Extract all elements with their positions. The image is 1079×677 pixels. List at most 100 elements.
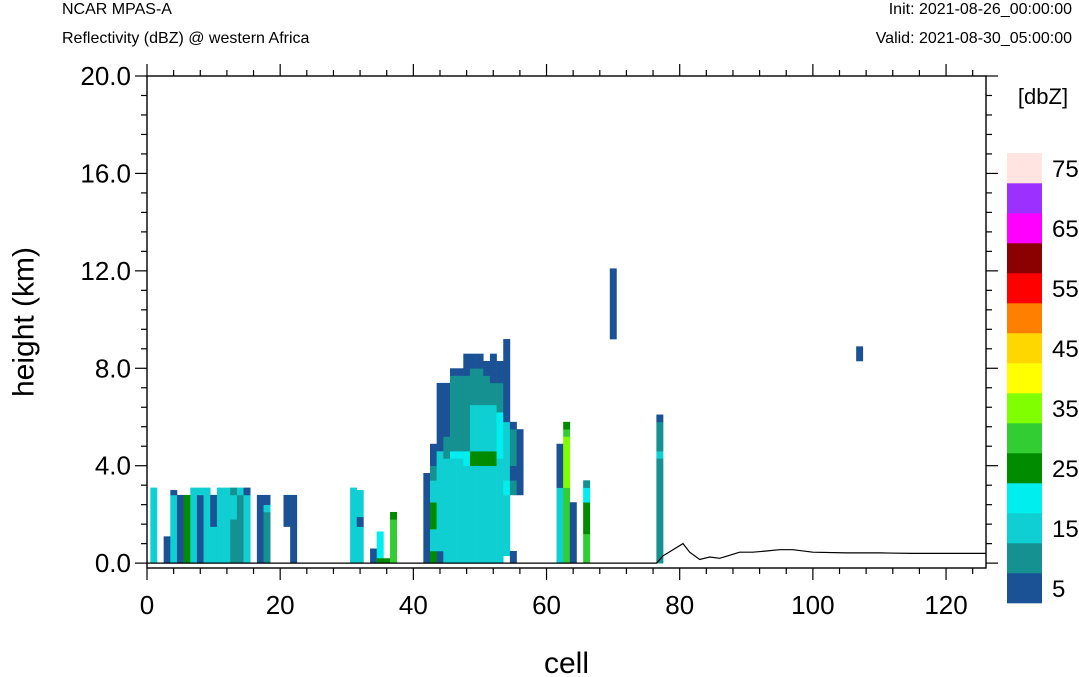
- reflectivity-cell: [436, 451, 444, 552]
- reflectivity-cell: [243, 487, 251, 496]
- reflectivity-cells: [150, 268, 864, 564]
- reflectivity-cell: [210, 494, 218, 527]
- reflectivity-cell: [176, 494, 184, 564]
- x-tick-label: 0: [140, 590, 154, 620]
- reflectivity-cell: [503, 421, 511, 481]
- reflectivity-cell: [516, 429, 524, 474]
- colorbar-swatch: [1007, 183, 1042, 214]
- reflectivity-cell: [436, 404, 444, 452]
- reflectivity-cell: [516, 473, 524, 496]
- colorbar-label: 65: [1052, 216, 1079, 243]
- reflectivity-cell: [390, 519, 397, 564]
- y-tick-label: 12.0: [80, 256, 131, 286]
- reflectivity-cell: [436, 550, 444, 564]
- axis-ticks: [135, 64, 998, 580]
- reflectivity-cell: [483, 375, 491, 406]
- reflectivity-cell: [556, 443, 564, 459]
- reflectivity-cell: [449, 458, 457, 564]
- reflectivity-cell: [263, 511, 271, 564]
- colorbar-label: 75: [1052, 156, 1079, 183]
- model-title: NCAR MPAS-A: [62, 1, 172, 18]
- reflectivity-cell: [509, 550, 517, 564]
- reflectivity-cell: [463, 375, 471, 452]
- reflectivity-cell: [150, 487, 158, 564]
- reflectivity-cell: [489, 404, 497, 452]
- reflectivity-cell: [656, 451, 664, 459]
- reflectivity-cell: [496, 360, 504, 384]
- terrain-line: [147, 542, 986, 564]
- reflectivity-cell: [556, 458, 564, 488]
- reflectivity-cell: [256, 494, 264, 564]
- reflectivity-cell: [436, 382, 444, 406]
- x-tick-label: 80: [665, 590, 694, 620]
- colorbar: [1007, 153, 1042, 604]
- reflectivity-cell: [449, 451, 457, 459]
- reflectivity-cell: [430, 443, 437, 466]
- reflectivity-cell: [230, 487, 238, 496]
- x-tick-label: 60: [532, 590, 561, 620]
- reflectivity-cell: [563, 429, 571, 437]
- colorbar-swatch: [1007, 513, 1042, 544]
- reflectivity-cell: [196, 487, 204, 496]
- colorbar-swatch: [1007, 393, 1042, 424]
- reflectivity-cell: [463, 451, 471, 466]
- reflectivity-cell: [350, 487, 358, 564]
- reflectivity-cell: [489, 465, 497, 564]
- colorbar-swatch: [1007, 303, 1042, 334]
- reflectivity-cell: [456, 368, 464, 376]
- y-tick-label: 0.0: [95, 548, 131, 578]
- reflectivity-cell: [476, 353, 484, 369]
- reflectivity-cell: [356, 490, 364, 518]
- colorbar-swatch: [1007, 273, 1042, 304]
- reflectivity-cell: [496, 458, 504, 564]
- reflectivity-cell: [170, 490, 178, 496]
- reflectivity-cell: [230, 494, 238, 520]
- y-tick-label: 16.0: [80, 158, 131, 188]
- colorbar-swatch: [1007, 363, 1042, 394]
- reflectivity-cell: [423, 473, 431, 564]
- colorbar-label: 15: [1052, 516, 1079, 543]
- colorbar-labels: 5 15 25 35 45 55 65 75: [1052, 156, 1079, 603]
- y-tick-label: 20.0: [80, 61, 131, 91]
- reflectivity-cell: [556, 487, 564, 564]
- reflectivity-cell: [469, 353, 477, 369]
- colorbar-swatch: [1007, 333, 1042, 364]
- reflectivity-cell: [383, 558, 391, 564]
- reflectivity-cell: [210, 526, 218, 564]
- reflectivity-cell: [469, 404, 477, 452]
- reflectivity-cell: [443, 382, 451, 437]
- reflectivity-cell: [449, 368, 457, 376]
- colorbar-label: 55: [1052, 276, 1079, 303]
- colorbar-swatch: [1007, 213, 1042, 244]
- reflectivity-cell: [483, 451, 491, 466]
- reflectivity-cell: [583, 533, 591, 564]
- reflectivity-cell: [856, 346, 864, 362]
- reflectivity-cell: [463, 353, 471, 376]
- reflectivity-cell: [283, 494, 291, 527]
- reflectivity-cell: [216, 487, 224, 564]
- colorbar-swatch: [1007, 153, 1042, 184]
- y-tick-label: 4.0: [95, 451, 131, 481]
- reflectivity-cell: [476, 451, 484, 466]
- reflectivity-cell: [463, 465, 471, 564]
- reflectivity-cell: [563, 436, 571, 488]
- reflectivity-cell: [469, 368, 477, 406]
- reflectivity-cell: [163, 536, 171, 564]
- reflectivity-cell: [376, 558, 384, 564]
- field-subtitle: Reflectivity (dBZ) @ western Africa: [62, 30, 310, 47]
- reflectivity-cell: [509, 421, 517, 430]
- reflectivity-cell: [496, 382, 504, 413]
- reflectivity-cell: [370, 548, 378, 564]
- reflectivity-cell: [489, 382, 497, 406]
- x-axis-label: cell: [544, 647, 589, 677]
- reflectivity-cell: [449, 375, 457, 452]
- reflectivity-cell: [489, 451, 497, 466]
- reflectivity-cell: [376, 531, 384, 564]
- reflectivity-cell: [503, 480, 511, 496]
- reflectivity-cell: [170, 494, 178, 564]
- reflectivity-cell: [430, 465, 437, 481]
- reflectivity-cell: [509, 480, 517, 496]
- reflectivity-cell: [430, 529, 437, 552]
- reflectivity-cell: [563, 487, 571, 564]
- colorbar-swatch: [1007, 243, 1042, 274]
